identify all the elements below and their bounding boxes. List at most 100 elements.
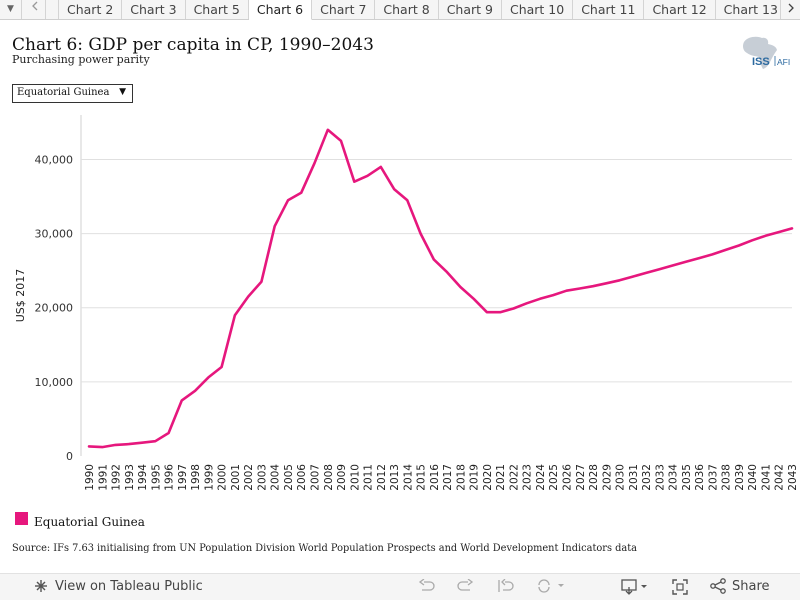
x-tick-label: 2038 xyxy=(721,464,733,491)
logo-text-iss: ISS xyxy=(752,56,770,68)
x-tick-label: 2025 xyxy=(548,464,560,491)
x-tick-label: 2016 xyxy=(429,464,441,491)
tab-chart-12[interactable]: Chart 12 xyxy=(644,0,716,19)
country-select[interactable]: Equatorial Guinea ▼ xyxy=(12,84,133,103)
redo-icon[interactable] xyxy=(456,578,474,597)
tab-chart-11[interactable]: Chart 11 xyxy=(573,0,645,19)
x-tick-label: 2007 xyxy=(309,464,321,491)
x-tick-label: 2000 xyxy=(217,464,229,491)
menu-arrow-icon[interactable]: ▼ xyxy=(0,0,22,19)
tab-chart-2[interactable]: Chart 2 xyxy=(58,0,123,19)
x-tick-label: 2028 xyxy=(588,464,600,491)
x-tick-label: 2029 xyxy=(601,464,613,491)
tab-chart-9[interactable]: Chart 9 xyxy=(439,0,502,19)
line-chart: 0 10,000 20,000 30,000 40,000 US$ 2017 1990 199… xyxy=(14,115,799,491)
x-tick-label: 2022 xyxy=(508,464,520,491)
tab-chart-3[interactable]: Chart 3 xyxy=(122,0,186,19)
x-tick-label: 2024 xyxy=(535,464,547,491)
tab-list: Chart 2 Chart 3 Chart 5 Chart 6 Chart 7 Chart… xyxy=(58,0,787,20)
chevron-down-icon: ▼ xyxy=(119,87,126,97)
share-button[interactable]: Share xyxy=(710,578,770,594)
x-tick-label: 1990 xyxy=(84,464,96,491)
source-note: Source: IFs 7.63 initialising from UN Po… xyxy=(12,543,638,554)
tab-chart-13[interactable]: Chart 13 xyxy=(716,0,787,19)
x-tick-label: 1995 xyxy=(150,464,162,491)
x-tick-label: 2008 xyxy=(323,464,335,491)
x-tick-label: 1997 xyxy=(177,464,189,491)
revert-icon[interactable] xyxy=(497,578,515,597)
fullscreen-icon[interactable] xyxy=(672,579,688,599)
x-tick-label: 1996 xyxy=(164,464,176,491)
next-arrow-icon[interactable] xyxy=(780,0,800,19)
x-tick-label: 2043 xyxy=(787,464,799,491)
logo-text-afi: AFI xyxy=(777,57,790,67)
tab-chart-6[interactable]: Chart 6 xyxy=(248,0,313,20)
x-tick-label: 1994 xyxy=(137,464,149,491)
x-tick-label: 2034 xyxy=(668,464,680,491)
tableau-toolbar: View on Tableau Public Share xyxy=(0,573,800,600)
x-tick-label: 2001 xyxy=(230,464,242,491)
x-tick-label: 2026 xyxy=(562,464,574,491)
x-tick-label: 2033 xyxy=(654,464,666,491)
tableau-icon xyxy=(35,580,47,592)
x-tick-label: 2040 xyxy=(747,464,759,491)
x-tick-label: 2013 xyxy=(389,464,401,491)
x-tick-label: 2005 xyxy=(283,464,295,491)
x-tick-label: 2037 xyxy=(707,464,719,491)
y-tick-label: 20,000 xyxy=(35,302,74,315)
view-on-tableau-button[interactable]: View on Tableau Public xyxy=(33,578,203,594)
x-tick-label: 2018 xyxy=(455,464,467,491)
x-tick-label: 2003 xyxy=(256,464,268,491)
x-tick-label: 2010 xyxy=(349,464,361,491)
legend-swatch xyxy=(15,512,28,525)
refresh-icon[interactable] xyxy=(536,579,564,597)
x-tick-label: 2019 xyxy=(469,464,481,491)
x-tick-label: 2020 xyxy=(482,464,494,491)
y-tick-label: 10,000 xyxy=(35,376,74,389)
back-arrow-icon[interactable] xyxy=(24,0,46,19)
x-tick-label: 1993 xyxy=(124,464,136,491)
y-tick-label: 40,000 xyxy=(35,153,74,166)
x-tick-label: 2042 xyxy=(774,464,786,491)
x-tick-label: 1998 xyxy=(190,464,202,491)
x-tick-label: 2039 xyxy=(734,464,746,491)
y-tick-label: 0 xyxy=(66,450,73,463)
x-tick-label: 2017 xyxy=(442,464,454,491)
undo-icon[interactable] xyxy=(418,578,436,597)
download-icon[interactable] xyxy=(621,579,651,599)
x-tick-label: 2011 xyxy=(363,464,375,491)
x-tick-label: 2004 xyxy=(270,464,282,491)
chart-title: Chart 6: GDP per capita in CP, 1990–2043 xyxy=(12,35,374,55)
tab-chart-5[interactable]: Chart 5 xyxy=(186,0,249,19)
tab-chart-10[interactable]: Chart 10 xyxy=(502,0,574,19)
x-tick-label: 2041 xyxy=(760,464,772,491)
y-axis-label: US$ 2017 xyxy=(14,269,27,323)
x-tick-label: 2002 xyxy=(243,464,255,491)
chart-subtitle: Purchasing power parity xyxy=(12,53,150,66)
x-tick-label: 2009 xyxy=(336,464,348,491)
x-tick-label: 2021 xyxy=(495,464,507,491)
x-tick-label: 2006 xyxy=(296,464,308,491)
x-tick-label: 1992 xyxy=(111,464,123,491)
tab-bar: ▼ Chart 2 Chart 3 Chart 5 Chart 6 Chart 7 Cha… xyxy=(0,0,800,20)
x-tick-label: 2035 xyxy=(681,464,693,491)
x-tick-label: 2027 xyxy=(575,464,587,491)
country-select-value: Equatorial Guinea xyxy=(17,87,110,98)
x-tick-label: 1999 xyxy=(203,464,215,491)
iss-afi-logo: ISS AFI xyxy=(738,34,790,74)
y-tick-label: 30,000 xyxy=(35,228,74,241)
share-icon xyxy=(710,578,726,594)
x-tick-label: 2036 xyxy=(694,464,706,491)
tab-chart-7[interactable]: Chart 7 xyxy=(312,0,376,19)
series-line-equatorial-guinea xyxy=(87,128,794,449)
tab-chart-8[interactable]: Chart 8 xyxy=(375,0,439,19)
x-tick-label: 2032 xyxy=(641,464,653,491)
x-tick-label: 2023 xyxy=(522,464,534,491)
share-label: Share xyxy=(732,578,770,594)
legend-label: Equatorial Guinea xyxy=(34,515,145,529)
x-tick-label: 2031 xyxy=(628,464,640,491)
view-on-tableau-label: View on Tableau Public xyxy=(55,578,203,594)
x-tick-label: 2030 xyxy=(615,464,627,491)
x-tick-label: 2012 xyxy=(376,464,388,491)
x-tick-label: 2014 xyxy=(402,464,414,491)
